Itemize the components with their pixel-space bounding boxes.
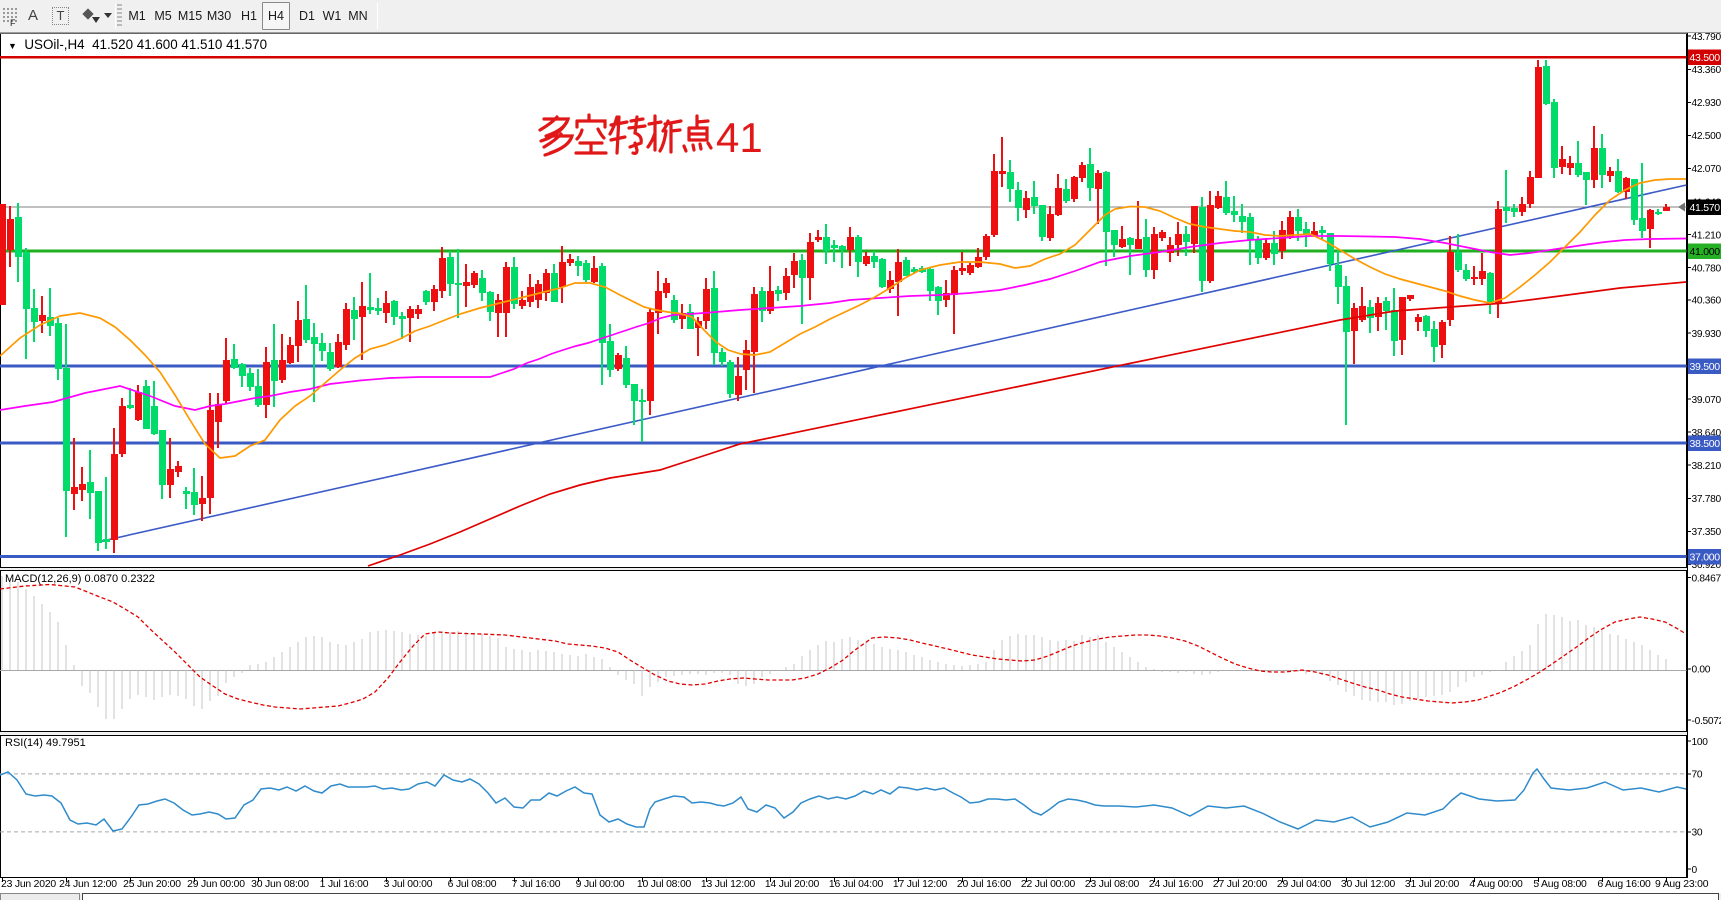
svg-text:36.920: 36.920: [1692, 560, 1721, 571]
svg-text:42.070: 42.070: [1692, 164, 1721, 175]
svg-text:43.790: 43.790: [1692, 33, 1721, 43]
svg-text:43.360: 43.360: [1692, 65, 1721, 76]
svg-text:100: 100: [1692, 737, 1709, 748]
svg-text:37.350: 37.350: [1692, 527, 1721, 538]
svg-text:42.500: 42.500: [1692, 131, 1721, 142]
svg-text:-0.5072: -0.5072: [1692, 716, 1721, 727]
svg-text:0.00: 0.00: [1692, 665, 1711, 676]
svg-text:41: 41: [716, 114, 763, 161]
svg-text:41.000: 41.000: [1690, 246, 1721, 258]
svg-text:37.780: 37.780: [1692, 494, 1721, 505]
svg-text:70: 70: [1692, 770, 1703, 781]
svg-text:40.780: 40.780: [1692, 263, 1721, 274]
svg-text:38.640: 38.640: [1692, 428, 1721, 439]
svg-text:37.000: 37.000: [1690, 551, 1721, 563]
svg-text:41.210: 41.210: [1692, 230, 1721, 241]
svg-text:42.930: 42.930: [1692, 98, 1721, 109]
svg-text:43.500: 43.500: [1690, 52, 1721, 64]
svg-text:39.500: 39.500: [1690, 361, 1721, 373]
svg-text:0: 0: [1692, 865, 1698, 876]
svg-text:30: 30: [1692, 828, 1703, 839]
svg-text:39.070: 39.070: [1692, 395, 1721, 406]
svg-text:40.360: 40.360: [1692, 296, 1721, 307]
svg-text:0.8467: 0.8467: [1692, 573, 1721, 584]
svg-text:38.500: 38.500: [1690, 438, 1721, 450]
svg-text:41.570: 41.570: [1690, 202, 1721, 214]
svg-text:39.930: 39.930: [1692, 329, 1721, 340]
svg-text:38.210: 38.210: [1692, 461, 1721, 472]
